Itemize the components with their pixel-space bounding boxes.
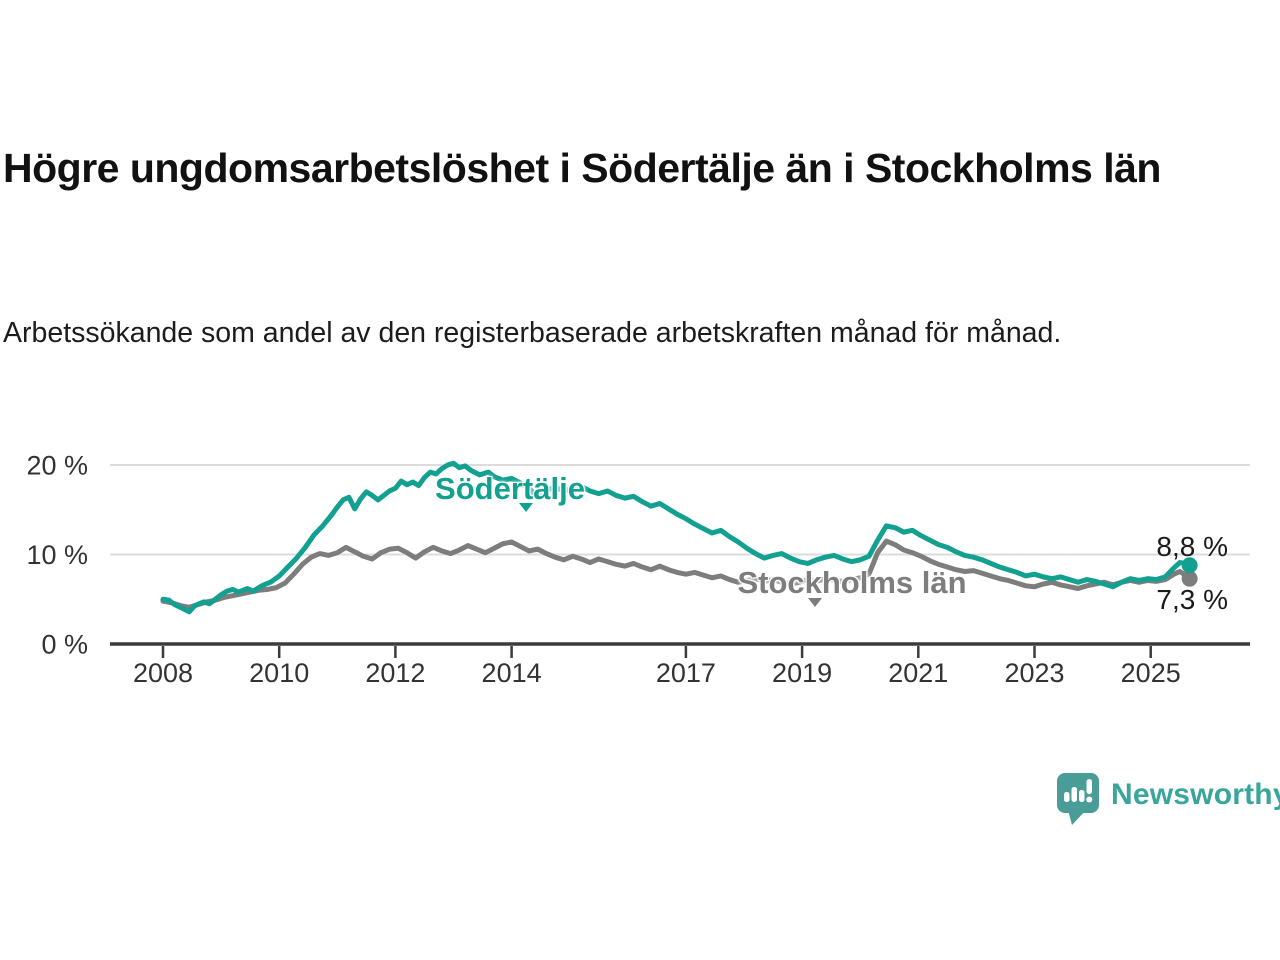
svg-text:0 %: 0 % — [41, 630, 88, 660]
newsworthy-logo: Newsworthy — [1056, 772, 1280, 825]
svg-text:2010: 2010 — [249, 658, 309, 688]
newsworthy-chart-bubble-icon — [1057, 773, 1099, 825]
svg-text:2008: 2008 — [133, 658, 193, 688]
series-label-stockholms-lan: Stockholms län — [737, 565, 967, 600]
svg-text:2023: 2023 — [1004, 658, 1064, 688]
chart-subtitle: Arbetssökande som andel av den registerb… — [3, 317, 1062, 349]
svg-text:2025: 2025 — [1121, 658, 1181, 688]
svg-text:2014: 2014 — [482, 658, 542, 688]
line-chart: 0 % 10 % 20 % 2008 2010 2012 2014 2017 2019 2021 2… — [0, 430, 1280, 710]
stockholm-label-pointer-icon — [808, 598, 822, 607]
end-value-stockholms-lan: 7,3 % — [1156, 584, 1228, 615]
series-label-sodertalje: Södertälje — [435, 471, 585, 506]
svg-text:2021: 2021 — [888, 658, 948, 688]
svg-text:20 %: 20 % — [26, 451, 88, 481]
page-title: Högre ungdomsarbetslöshet i Södertälje ä… — [3, 145, 1161, 191]
svg-text:10 %: 10 % — [26, 540, 88, 570]
sodertalje-label-pointer-icon — [519, 503, 533, 512]
svg-text:2012: 2012 — [365, 658, 425, 688]
chart-svg: 0 % 10 % 20 % 2008 2010 2012 2014 2017 2019 2021 2… — [26, 451, 1250, 688]
svg-text:2017: 2017 — [656, 658, 716, 688]
svg-text:2019: 2019 — [772, 658, 832, 688]
newsworthy-logo-text: Newsworthy — [1111, 778, 1280, 811]
end-value-sodertalje: 8,8 % — [1156, 531, 1228, 562]
